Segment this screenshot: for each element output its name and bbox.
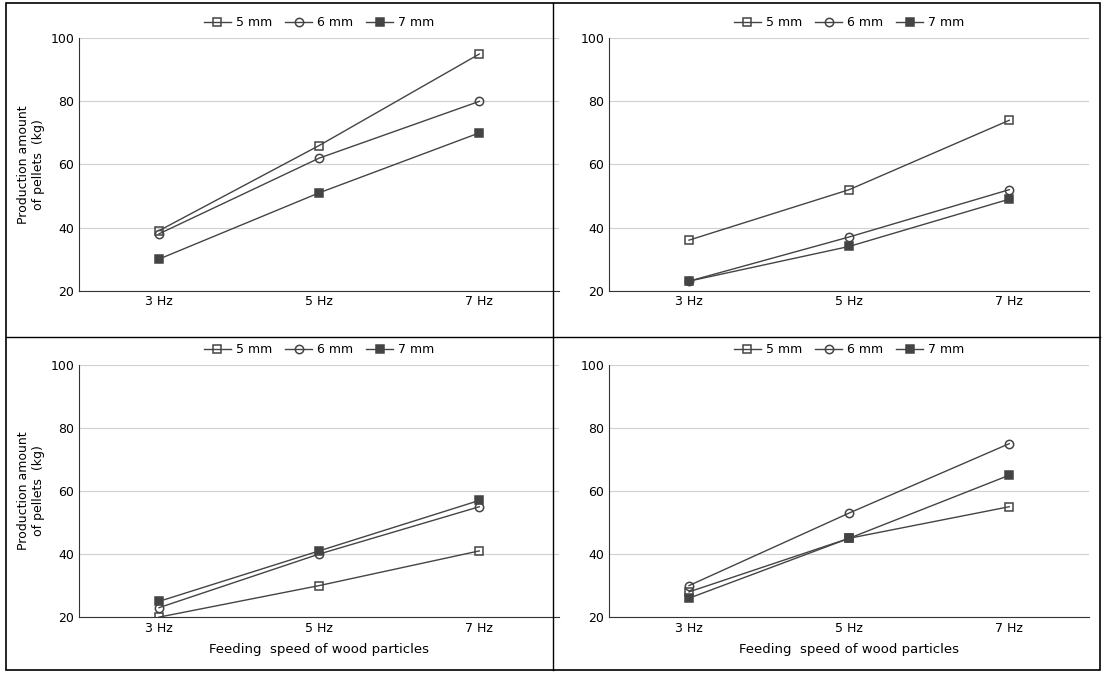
Y-axis label: Production amount
of pellets  (kg): Production amount of pellets (kg) [17, 105, 44, 223]
Legend: 5 mm, 6 mm, 7 mm: 5 mm, 6 mm, 7 mm [204, 343, 435, 356]
X-axis label: Feeding  speed of wood particles: Feeding speed of wood particles [739, 643, 959, 656]
X-axis label: Feeding  speed of wood particles: Feeding speed of wood particles [209, 643, 429, 656]
Legend: 5 mm, 6 mm, 7 mm: 5 mm, 6 mm, 7 mm [204, 17, 435, 30]
Legend: 5 mm, 6 mm, 7 mm: 5 mm, 6 mm, 7 mm [733, 343, 964, 356]
Legend: 5 mm, 6 mm, 7 mm: 5 mm, 6 mm, 7 mm [733, 17, 964, 30]
Y-axis label: Production amount
of pellets  (kg): Production amount of pellets (kg) [17, 431, 44, 551]
